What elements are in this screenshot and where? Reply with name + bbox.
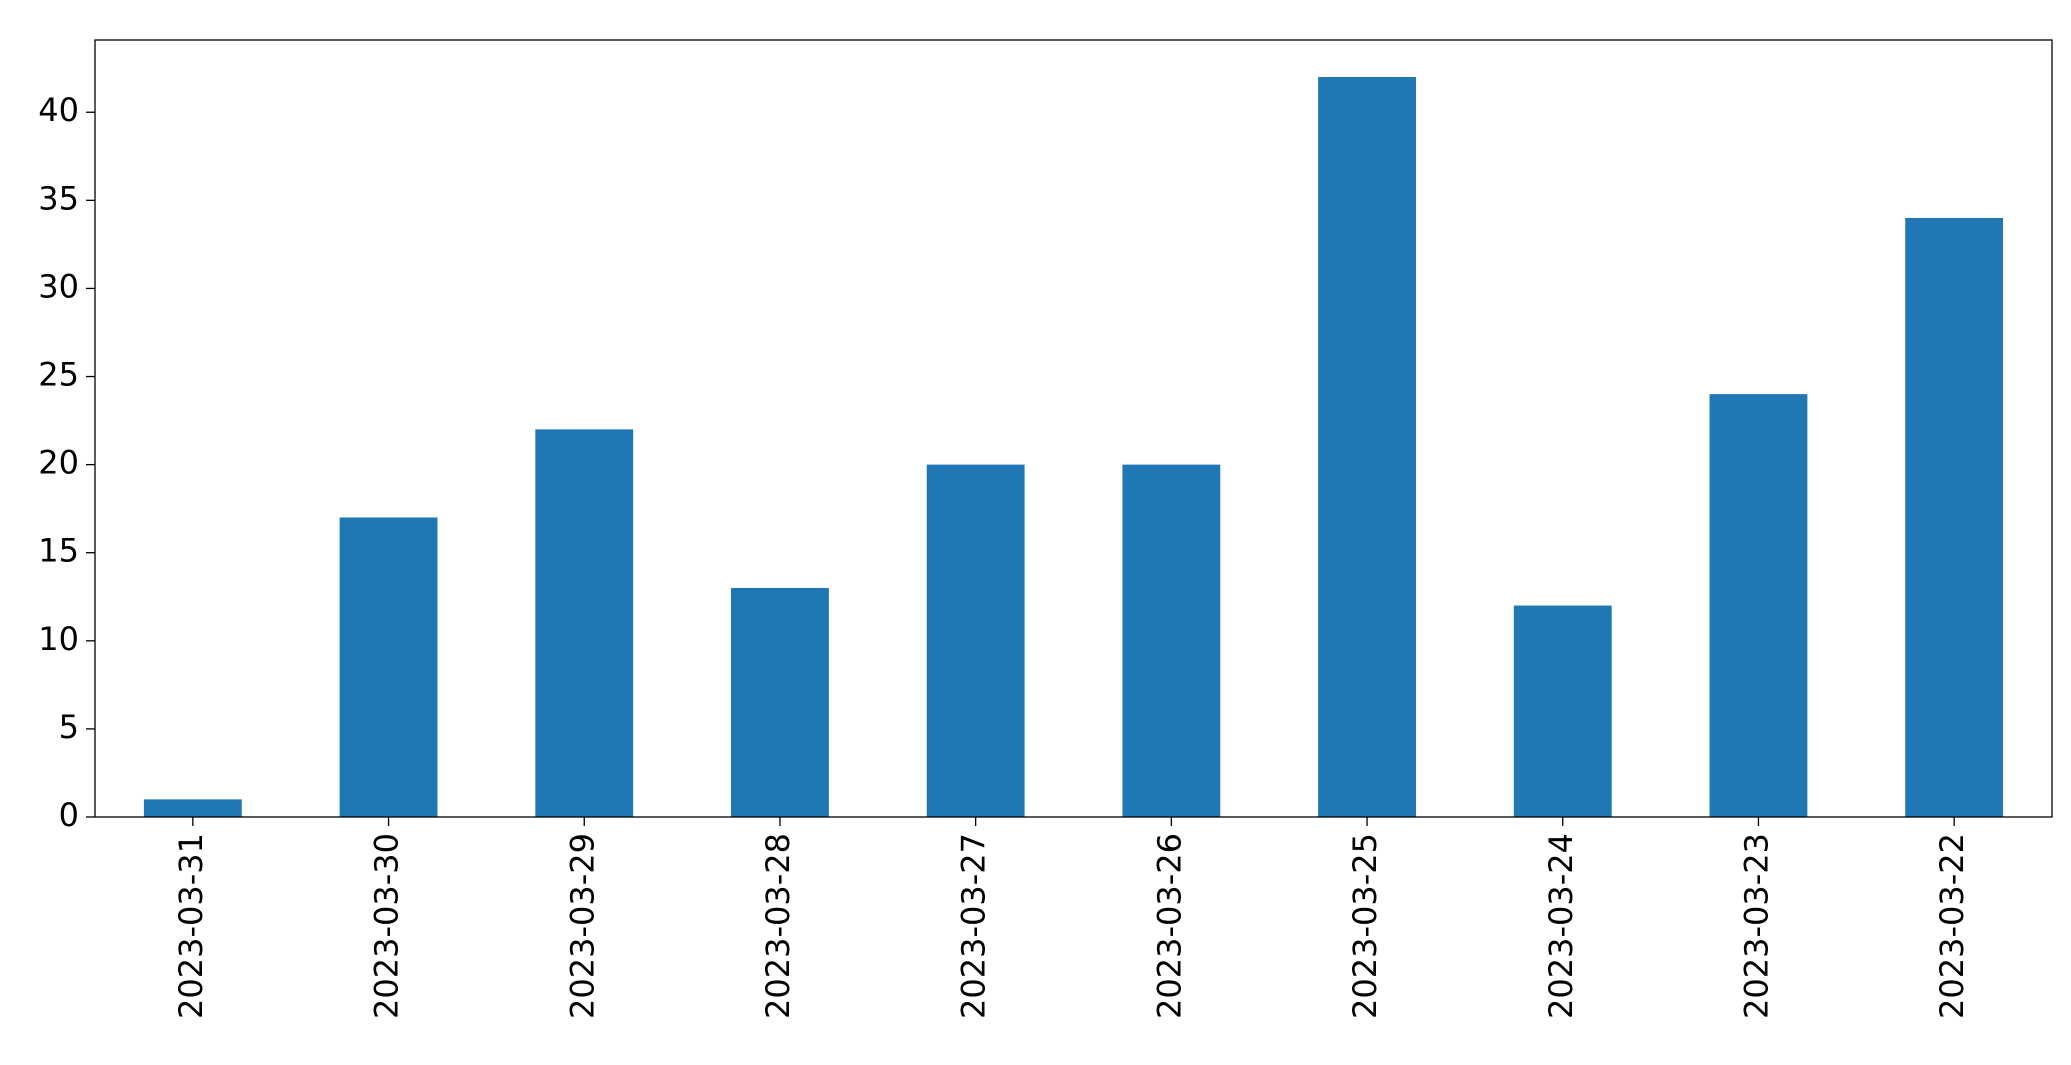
y-tick-label: 25	[38, 356, 79, 394]
x-tick-label: 2023-03-22	[1933, 833, 1971, 1019]
bar	[1513, 605, 1612, 817]
x-tick-label: 2023-03-27	[955, 833, 993, 1019]
bar	[1318, 77, 1416, 817]
y-tick-label: 10	[38, 620, 79, 658]
x-tick-label: 2023-03-26	[1150, 833, 1188, 1019]
bar	[535, 429, 634, 817]
bar	[731, 587, 829, 817]
y-tick-label: 40	[38, 91, 79, 129]
y-tick-label: 0	[59, 796, 79, 834]
x-tick-label: 2023-03-28	[759, 833, 797, 1019]
x-tick-label: 2023-03-24	[1542, 833, 1580, 1019]
bar	[926, 464, 1025, 817]
bar	[143, 799, 242, 817]
bar	[1122, 464, 1221, 817]
y-tick-label: 30	[38, 267, 79, 305]
y-tick-label: 5	[59, 708, 79, 746]
plot-frame	[94, 39, 2053, 818]
bar	[1709, 394, 1808, 817]
bar	[1905, 217, 2004, 817]
x-tick-label: 2023-03-30	[368, 833, 406, 1019]
x-tick-label: 2023-03-25	[1346, 833, 1384, 1019]
x-tick-label: 2023-03-31	[172, 833, 210, 1019]
bar	[339, 517, 438, 817]
x-tick-label: 2023-03-29	[563, 833, 601, 1019]
y-tick-label: 15	[38, 532, 79, 570]
y-tick-label: 20	[38, 444, 79, 482]
x-tick-label: 2023-03-23	[1737, 833, 1775, 1019]
y-tick-label: 35	[38, 179, 79, 217]
